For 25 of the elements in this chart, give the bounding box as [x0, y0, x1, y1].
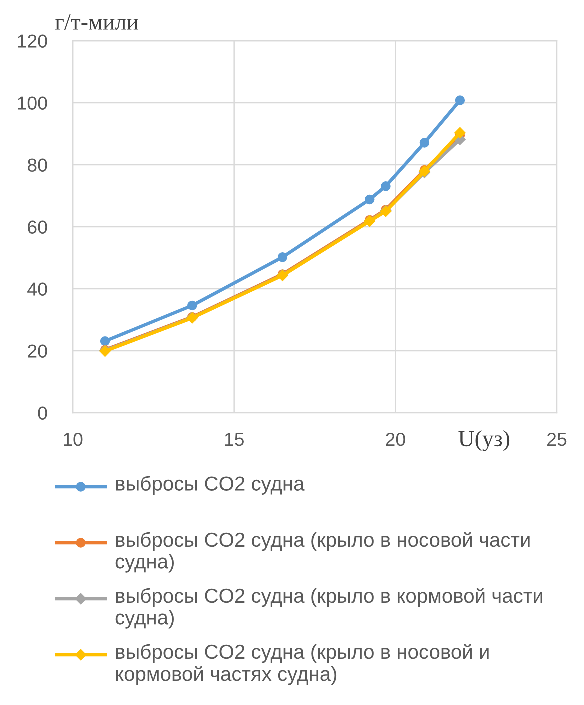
y-tick-label: 120: [18, 34, 48, 48]
point: [454, 127, 466, 139]
y-tick-label: 100: [18, 96, 48, 110]
legend-label: выбросы CO2 судна (крыло в носовой и кормовой частях судна): [116, 644, 489, 686]
y-axis-title: г/т-мили: [56, 14, 138, 30]
point: [188, 300, 198, 311]
legend-label: выбросы CO2 судна (крыло в носовой части судна): [116, 532, 530, 573]
point: [420, 138, 430, 148]
x-tick-label: 15: [225, 433, 244, 446]
legend-label: выбросы CO2 судна: [116, 476, 305, 495]
point: [278, 252, 288, 262]
x-axis-title: U(уз): [458, 430, 510, 452]
y-tick-label: 0: [38, 406, 48, 420]
x-tick-label: 25: [548, 432, 567, 446]
x-tick-label: 20: [386, 432, 406, 446]
point: [455, 96, 466, 106]
y-tick-label: 80: [28, 158, 48, 172]
y-tick-label: 20: [28, 344, 48, 358]
y-tick-label: 60: [28, 220, 48, 234]
point: [364, 194, 375, 205]
legend-label: выбросы CO2 судна (крыло в кормовой части судна): [116, 588, 542, 629]
x-tick-label: 10: [64, 432, 83, 446]
y-tick-label: 40: [28, 282, 48, 296]
point: [100, 336, 110, 346]
point: [381, 182, 391, 192]
